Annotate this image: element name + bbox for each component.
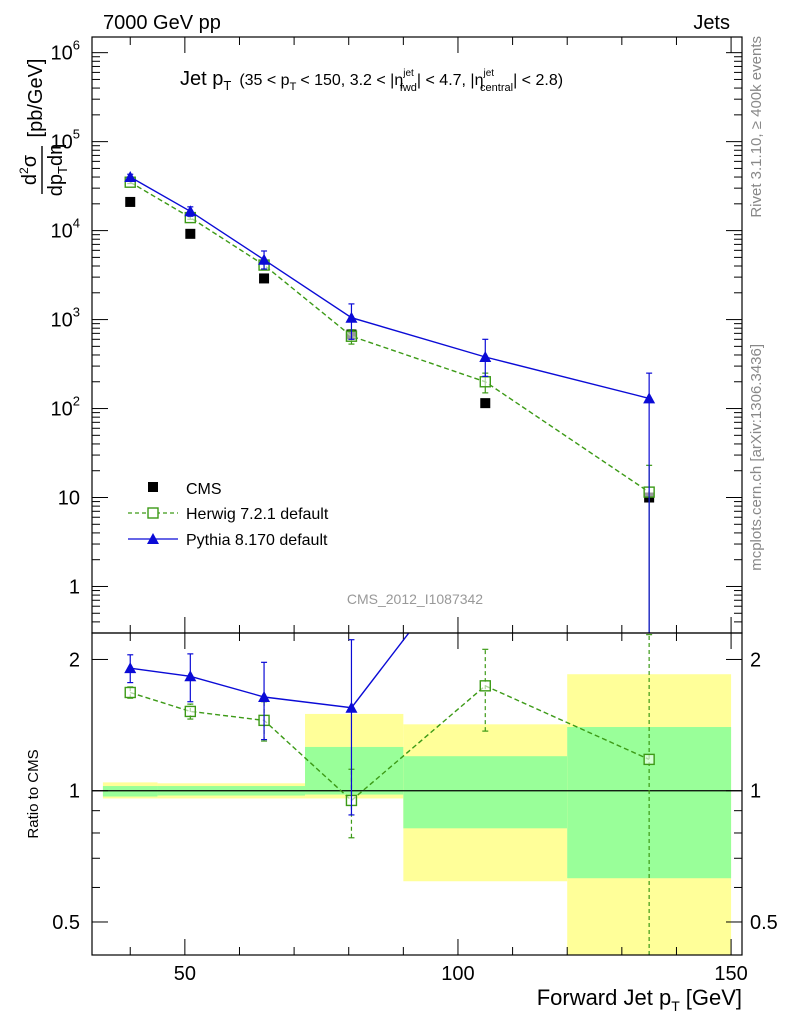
- svg-text:d2σ: d2σ: [17, 154, 41, 185]
- x-tick-label: 50: [174, 963, 196, 985]
- pythia-ratio-point: [345, 701, 358, 713]
- x-tick-label: 100: [441, 963, 474, 985]
- main-y-tick-label: 1: [69, 576, 80, 598]
- ratio-plot-panel: 0.5 0.5 1 1 2 2 50 100 150 Ratio to CMS Forward …: [25, 632, 778, 1014]
- pythia-point: [643, 392, 656, 404]
- energy-label: 7000 GeV pp: [103, 12, 221, 34]
- herwig-line: [129, 181, 650, 493]
- herwig-ratio-point: [124, 686, 136, 699]
- legend-cms-label: CMS: [186, 481, 222, 498]
- pythia-point: [345, 311, 358, 323]
- herwig-ratio-point: [643, 753, 655, 766]
- x-tick-label: 150: [714, 963, 747, 985]
- main-y-tick-label: 104: [51, 216, 80, 243]
- rivet-label: Rivet 3.1.10, ≥ 400k events: [748, 36, 765, 218]
- main-y-tick-label: 102: [51, 394, 80, 421]
- legend-entry-pythia: Pythia 8.170 default: [128, 532, 328, 549]
- pythia-point: [479, 350, 492, 362]
- plot-title: Jet pT (35 < pT < 150, 3.2 < |ηjet fwd| < 4…: [180, 68, 563, 94]
- legend-entry-cms: CMS: [148, 481, 222, 498]
- pythia-ratio-point: [184, 670, 197, 682]
- cms-point: [125, 196, 136, 207]
- legend-pythia-marker: [147, 533, 159, 544]
- main-y-tick-label: 106: [51, 38, 80, 65]
- pythia-ratio-point: [124, 662, 137, 674]
- pythia-point: [258, 253, 271, 265]
- mcplots-label: mcplots.cern.ch [arXiv:1306.3436]: [748, 344, 765, 571]
- analysis-watermark: CMS_2012_I1087342: [347, 591, 483, 607]
- pythia-ratio-point: [258, 691, 271, 703]
- herwig-ratio-line: [129, 684, 650, 802]
- cms-point: [259, 273, 270, 284]
- main-plot-marks: [124, 171, 656, 633]
- process-label: Jets: [693, 12, 730, 34]
- svg-text:[pb/GeV]: [pb/GeV]: [25, 59, 47, 138]
- main-ylabel: d2σ dpTdη [pb/GeV]: [17, 59, 70, 197]
- pythia-point: [124, 171, 137, 183]
- ratio-ylabel: Ratio to CMS: [25, 749, 42, 838]
- ratio-plot-marks: [124, 633, 655, 955]
- stat-uncertainty-band: [305, 746, 404, 795]
- ratio-y-tick-label: 1: [69, 781, 80, 803]
- ratio-y-tick-label: 0.5: [52, 912, 80, 934]
- svg-text:dpTdη: dpTdη: [45, 144, 70, 196]
- main-y-tick-label: 103: [51, 305, 80, 332]
- cms-point: [185, 228, 196, 239]
- ratio-axis-ticks: 0.5 0.5 1 1 2 2 50 100 150: [52, 633, 778, 985]
- ratio-y-tick-label-right: 0.5: [750, 912, 778, 934]
- herwig-ratio-point: [184, 705, 197, 718]
- legend-herwig-marker: [147, 507, 159, 519]
- legend-herwig-label: Herwig 7.2.1 default: [186, 506, 329, 523]
- main-y-tick-label: 10: [58, 488, 80, 510]
- pythia-line: [129, 176, 650, 400]
- ratio-uncertainty-bands: [102, 674, 732, 955]
- xaxis-label: Forward Jet pT [GeV]: [537, 985, 742, 1014]
- legend-entry-herwig: Herwig 7.2.1 default: [128, 506, 329, 523]
- stat-uncertainty-band: [403, 756, 568, 829]
- ratio-y-tick-label: 2: [69, 649, 80, 671]
- ratio-y-tick-label-right: 2: [750, 649, 761, 671]
- main-y-tick-label: 105: [51, 127, 80, 154]
- legend: CMS Herwig 7.2.1 default Pythia 8.170 de…: [128, 481, 329, 549]
- herwig-ratio-point: [479, 680, 491, 692]
- legend-pythia-label: Pythia 8.170 default: [186, 532, 328, 549]
- cms-point: [480, 398, 491, 409]
- pythia-point: [184, 205, 197, 217]
- ratio-plot-frame: [91, 632, 743, 956]
- pythia-ratio-line: [130, 633, 410, 709]
- ratio-series-group: [124, 633, 655, 955]
- ratio-y-tick-label-right: 1: [750, 781, 761, 803]
- legend-cms-marker: [148, 482, 158, 492]
- herwig-point: [479, 376, 491, 388]
